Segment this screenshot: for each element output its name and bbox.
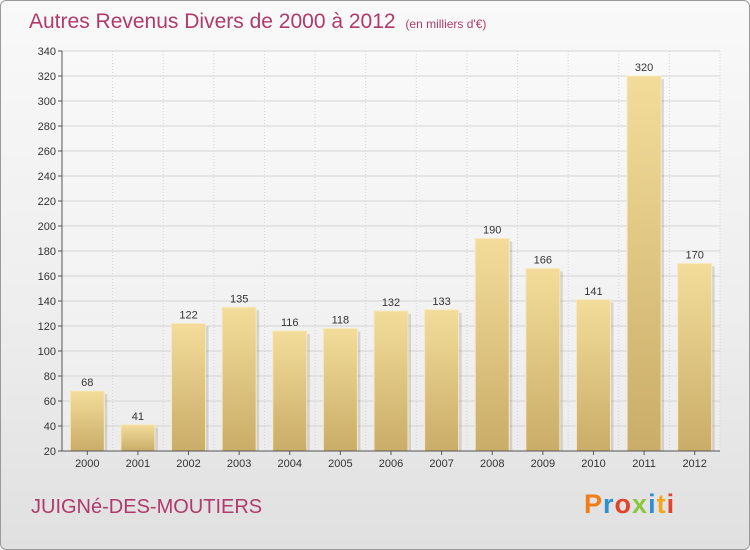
y-tick-label: 240 [38,171,56,183]
x-tick-label: 2004 [278,458,302,470]
axes: 20 40 60 80 100 120 140 160 180 200 220 240 260 280 30… [38,46,720,470]
x-tick-label: 2005 [328,458,352,470]
data-label: 166 [534,255,552,267]
bar-2009 [525,268,561,452]
title-text: Autres Revenus Divers de 2000 à 2012 [29,10,396,33]
y-tick-label: 200 [38,221,56,233]
y-tick-label: 280 [38,121,56,133]
data-label: 320 [635,62,653,74]
data-label: 141 [584,286,602,298]
data-label: 133 [432,296,450,308]
y-tick-label: 220 [38,196,56,208]
logo-letter: x [632,489,649,519]
y-tick-label: 140 [38,296,56,308]
proxiti-logo: Proxiti [584,489,675,520]
y-tick-label: 300 [38,96,56,108]
bar-2012 [677,263,713,452]
y-tick-label: 60 [44,396,56,408]
y-tick-label: 260 [38,146,56,158]
x-tick-label: 2006 [379,458,403,470]
bar-2005 [322,328,358,452]
bar-2003 [221,306,257,452]
y-tick-label: 320 [38,71,56,83]
y-tick-label: 20 [44,446,56,458]
logo-letter: t [656,489,667,519]
x-tick-label: 2008 [480,458,504,470]
chart-subtitle: (en milliers d'€) [405,17,487,31]
x-tick-label: 2001 [126,458,150,470]
data-label: 190 [483,225,501,237]
bar-2011 [626,75,662,452]
place-name: JUIGNé-DES-MOUTIERS [31,496,263,518]
bar-2002 [171,323,207,452]
logo-letter: i [666,489,676,519]
logo-letter: o [614,489,633,519]
data-label: 122 [179,310,197,322]
bars: 68 41 122 135 116 118 132 133 190 166 141 320 170 [69,62,715,452]
x-tick-label: 2007 [429,458,453,470]
bar-2001 [120,424,156,452]
bar-2007 [424,309,460,452]
data-label: 41 [132,411,144,423]
bar-2004 [272,330,308,452]
data-label: 116 [281,317,299,329]
logo-letter: i [648,489,657,519]
y-tick-label: 80 [44,371,56,383]
logo-letter: r [603,489,615,519]
x-tick-label: 2000 [75,458,99,470]
data-label: 170 [686,250,704,262]
data-label: 68 [81,377,93,389]
data-label: 135 [230,293,248,305]
x-tick-label: 2003 [227,458,251,470]
x-tick-label: 2002 [176,458,200,470]
y-tick-label: 120 [38,321,56,333]
x-tick-label: 2011 [632,458,656,470]
chart-title: Autres Revenus Divers de 2000 à 2012 (en… [29,10,486,34]
y-tick-label: 160 [38,271,56,283]
bar-2008 [474,238,510,452]
x-tick-label: 2009 [531,458,555,470]
data-label: 132 [382,297,400,309]
bar-2010 [575,299,611,452]
x-tick-label: 2012 [682,458,706,470]
y-tick-label: 340 [38,46,56,58]
y-tick-label: 180 [38,246,56,258]
y-tick-label: 100 [38,346,56,358]
y-tick-label: 40 [44,421,56,433]
bar-2006 [373,310,409,452]
x-tick-label: 2010 [581,458,605,470]
data-label: 118 [332,315,350,327]
logo-letter: P [584,489,604,519]
bar-2000 [69,390,105,452]
